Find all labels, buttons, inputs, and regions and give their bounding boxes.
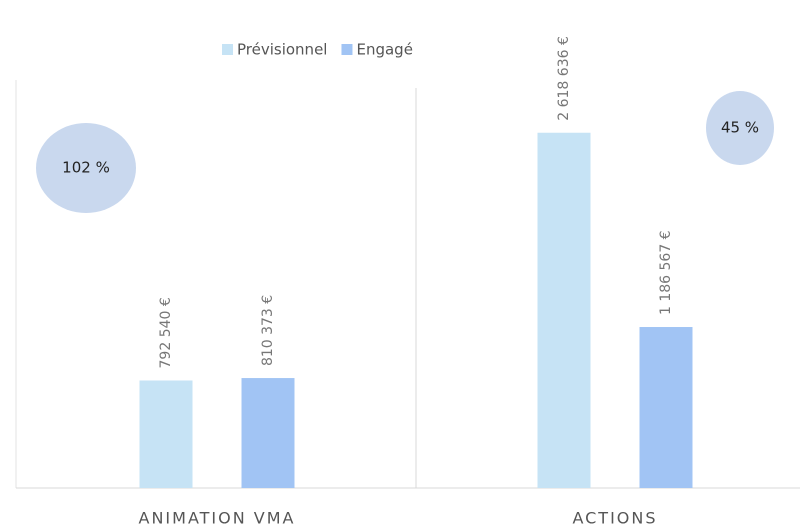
x-tick-label: ACTIONS	[572, 509, 657, 528]
value-label: 810 373 €	[260, 295, 276, 366]
percent-label: 102 %	[62, 159, 110, 177]
bar	[537, 132, 591, 488]
legend-label: Engagé	[356, 41, 412, 59]
legend-swatch	[222, 44, 233, 55]
percent-bubble	[706, 91, 774, 165]
percent-label: 45 %	[721, 119, 759, 137]
value-label: 2 618 636 €	[556, 36, 572, 121]
legend-swatch	[341, 44, 353, 55]
percent-bubble	[36, 123, 136, 213]
x-tick-label: ANIMATION VMA	[139, 509, 296, 528]
bar	[241, 378, 295, 488]
legend-label: Prévisionnel	[237, 41, 327, 59]
value-label: 1 186 567 €	[658, 230, 674, 315]
value-label: 792 540 €	[158, 297, 174, 368]
bar	[639, 327, 693, 488]
bar	[139, 380, 193, 488]
